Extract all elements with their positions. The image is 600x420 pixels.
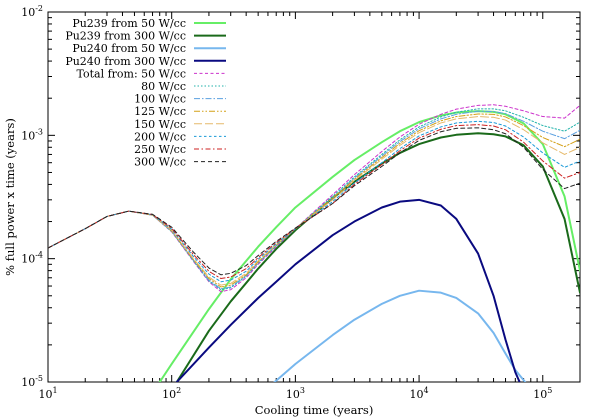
series-line-11 <box>48 124 580 280</box>
series-line-10 <box>48 120 580 283</box>
tick-marks <box>47 11 581 383</box>
legend-label: 150 W/cc <box>134 118 186 131</box>
y-tick-labels: 10-5 10-4 10-3 10-2 <box>21 4 43 389</box>
legend-label: 200 W/cc <box>134 130 186 143</box>
series-line-7 <box>48 110 580 290</box>
series-line-3 <box>273 289 527 382</box>
y-tick-label: 10-2 <box>21 4 43 19</box>
legend-label: Pu240 from 300 W/cc <box>65 55 186 68</box>
x-axis-label: Cooling time (years) <box>255 403 374 417</box>
series-line-12 <box>48 127 580 276</box>
legend-label: Pu240 from 50 W/cc <box>72 42 186 55</box>
x-tick-label: 102 <box>162 386 181 401</box>
legend-label: 100 W/cc <box>134 93 186 106</box>
y-tick-label: 10-4 <box>21 251 43 266</box>
series-line-2 <box>175 132 580 382</box>
legend-label: 80 W/cc <box>141 80 186 93</box>
series-line-1 <box>158 110 580 382</box>
series-line-5 <box>48 104 580 293</box>
legend-label: 250 W/cc <box>134 143 186 156</box>
x-tick-labels: 101 102 103 104 105 <box>38 386 552 401</box>
y-axis-label: % full power x time (years) <box>3 118 17 276</box>
x-tick-label: 105 <box>533 386 552 401</box>
x-tick-label: 104 <box>410 386 429 401</box>
series-line-8 <box>48 113 580 288</box>
y-tick-label: 10-3 <box>21 127 43 142</box>
plot-frame <box>47 11 581 383</box>
legend-label: 300 W/cc <box>134 156 186 169</box>
legend-label: 125 W/cc <box>134 105 186 118</box>
legend-label: Pu239 from 50 W/cc <box>72 17 186 30</box>
legend-label: Pu239 from 300 W/cc <box>65 30 186 43</box>
y-tick-label: 10-5 <box>21 374 43 389</box>
series-line-4 <box>175 198 521 382</box>
legend-label: Total from: 50 W/cc <box>76 67 186 80</box>
series-lines <box>48 104 580 382</box>
series-line-9 <box>48 116 580 286</box>
x-tick-label: 103 <box>286 386 305 401</box>
x-tick-label: 101 <box>38 386 57 401</box>
